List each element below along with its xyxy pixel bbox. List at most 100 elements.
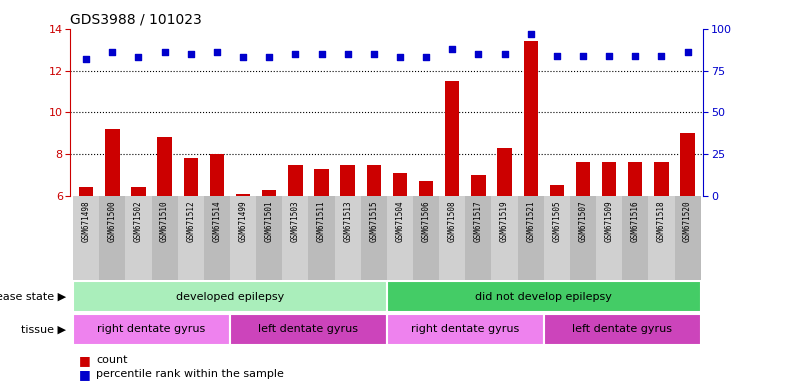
Bar: [79, 187, 94, 321]
Bar: [419, 181, 433, 321]
Bar: [387, 314, 544, 345]
Text: did not develop epilepsy: did not develop epilepsy: [475, 291, 612, 302]
Bar: [203, 196, 230, 280]
Bar: [256, 196, 282, 280]
Point: [420, 54, 433, 60]
Bar: [131, 187, 146, 321]
Bar: [392, 173, 407, 321]
Point: [629, 53, 642, 59]
Bar: [549, 185, 564, 321]
Bar: [335, 196, 360, 280]
Text: GSM671517: GSM671517: [474, 200, 483, 242]
Point: [446, 46, 459, 52]
Bar: [654, 162, 669, 321]
Point: [211, 49, 223, 55]
Text: GSM671512: GSM671512: [187, 200, 195, 242]
Bar: [517, 196, 544, 280]
Point: [236, 54, 249, 60]
Text: GSM671506: GSM671506: [421, 200, 431, 242]
Bar: [497, 148, 512, 321]
Point: [498, 51, 511, 57]
Bar: [151, 196, 178, 280]
Text: left dentate gyrus: left dentate gyrus: [572, 324, 672, 334]
Bar: [439, 196, 465, 280]
Bar: [367, 164, 381, 321]
Bar: [178, 196, 203, 280]
Text: GSM671514: GSM671514: [212, 200, 221, 242]
Bar: [680, 133, 694, 321]
Point: [525, 31, 537, 37]
Bar: [622, 196, 648, 280]
Text: count: count: [96, 355, 127, 365]
Bar: [576, 162, 590, 321]
Text: GSM671500: GSM671500: [108, 200, 117, 242]
Text: GSM671498: GSM671498: [82, 200, 91, 242]
Point: [550, 53, 563, 59]
Text: GSM671516: GSM671516: [631, 200, 640, 242]
Point: [472, 51, 485, 57]
Bar: [570, 196, 596, 280]
Text: GSM671509: GSM671509: [605, 200, 614, 242]
Bar: [314, 169, 328, 321]
Text: GSM671518: GSM671518: [657, 200, 666, 242]
Text: GDS3988 / 101023: GDS3988 / 101023: [70, 12, 202, 26]
Bar: [73, 314, 230, 345]
Bar: [387, 196, 413, 280]
Bar: [73, 281, 387, 312]
Point: [655, 53, 668, 59]
Bar: [471, 175, 485, 321]
Text: ■: ■: [78, 354, 91, 367]
Bar: [183, 158, 198, 321]
Bar: [387, 281, 701, 312]
Bar: [465, 196, 492, 280]
Bar: [308, 196, 335, 280]
Point: [315, 51, 328, 57]
Bar: [340, 164, 355, 321]
Point: [132, 54, 145, 60]
Point: [159, 49, 171, 55]
Bar: [105, 129, 119, 321]
Text: GSM671520: GSM671520: [683, 200, 692, 242]
Bar: [445, 81, 460, 321]
Text: GSM671521: GSM671521: [526, 200, 535, 242]
Text: GSM671505: GSM671505: [553, 200, 562, 242]
Text: GSM671503: GSM671503: [291, 200, 300, 242]
Text: GSM671519: GSM671519: [500, 200, 509, 242]
Text: right dentate gyrus: right dentate gyrus: [411, 324, 520, 334]
Bar: [602, 162, 616, 321]
Point: [289, 51, 302, 57]
Point: [80, 56, 93, 62]
Text: developed epilepsy: developed epilepsy: [176, 291, 284, 302]
Point: [341, 51, 354, 57]
Point: [106, 49, 119, 55]
Text: ■: ■: [78, 368, 91, 381]
Bar: [235, 194, 250, 321]
Point: [393, 54, 406, 60]
Text: GSM671508: GSM671508: [448, 200, 457, 242]
Bar: [413, 196, 439, 280]
Text: GSM671513: GSM671513: [343, 200, 352, 242]
Bar: [210, 154, 224, 321]
Text: percentile rank within the sample: percentile rank within the sample: [96, 369, 284, 379]
Text: GSM671504: GSM671504: [396, 200, 405, 242]
Text: disease state ▶: disease state ▶: [0, 291, 66, 302]
Text: GSM671502: GSM671502: [134, 200, 143, 242]
Point: [368, 51, 380, 57]
Bar: [360, 196, 387, 280]
Point: [681, 49, 694, 55]
Text: GSM671507: GSM671507: [578, 200, 587, 242]
Point: [263, 54, 276, 60]
Bar: [674, 196, 701, 280]
Text: tissue ▶: tissue ▶: [22, 324, 66, 334]
Text: GSM671510: GSM671510: [160, 200, 169, 242]
Bar: [544, 196, 570, 280]
Bar: [73, 196, 99, 280]
Bar: [492, 196, 517, 280]
Bar: [596, 196, 622, 280]
Bar: [262, 190, 276, 321]
Bar: [230, 196, 256, 280]
Bar: [282, 196, 308, 280]
Point: [184, 51, 197, 57]
Bar: [230, 314, 387, 345]
Text: GSM671499: GSM671499: [239, 200, 248, 242]
